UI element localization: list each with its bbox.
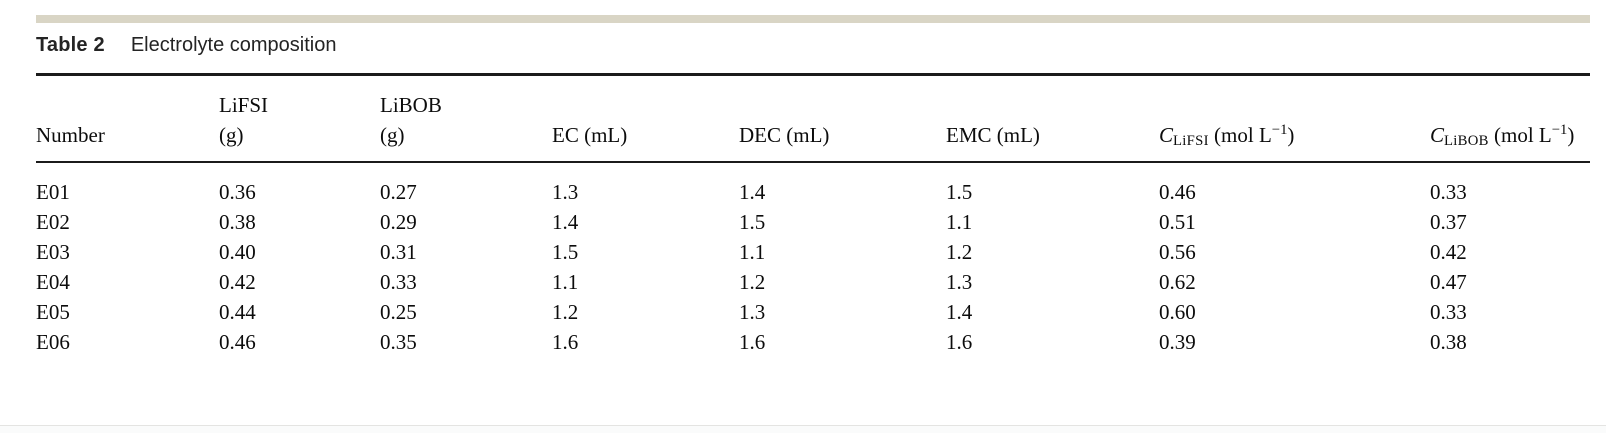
cell-ec: 1.5 — [552, 240, 579, 264]
column-header-top — [739, 90, 946, 120]
column-header-label: CLiFSI (mol L−1) — [1159, 120, 1430, 150]
cell-libob-g: 0.35 — [380, 330, 417, 354]
column-header-lifsi-g: LiFSI (g) — [219, 74, 380, 163]
table-body: E01 0.36 0.27 1.3 1.4 1.5 0.46 0.33 E02 … — [36, 162, 1590, 357]
cell-c-libob: 0.33 — [1430, 180, 1467, 204]
concentration-symbol: C — [1430, 123, 1445, 147]
column-header-label: CLiBOB (mol L−1) — [1430, 120, 1590, 150]
column-header-top — [946, 90, 1159, 120]
column-header-top — [1430, 90, 1590, 120]
cell-dec: 1.6 — [739, 330, 766, 354]
column-header-label: (g) — [380, 123, 405, 147]
cell-number: E01 — [36, 180, 70, 204]
cell-lifsi-g: 0.40 — [219, 240, 256, 264]
concentration-symbol: C — [1159, 123, 1174, 147]
cell-lifsi-g: 0.42 — [219, 270, 256, 294]
cell-number: E06 — [36, 330, 70, 354]
column-header-c-libob: CLiBOB (mol L−1) — [1430, 74, 1590, 163]
cell-number: E05 — [36, 300, 70, 324]
cell-dec: 1.4 — [739, 180, 766, 204]
cell-dec: 1.5 — [739, 210, 766, 234]
cell-c-lifsi: 0.51 — [1159, 210, 1196, 234]
cell-c-libob: 0.42 — [1430, 240, 1467, 264]
column-header-emc: EMC (mL) — [946, 74, 1159, 163]
cell-emc: 1.2 — [946, 240, 973, 264]
cell-lifsi-g: 0.44 — [219, 300, 256, 324]
unit-exponent: −1 — [1271, 121, 1288, 138]
unit-exponent: −1 — [1551, 121, 1568, 138]
cell-ec: 1.1 — [552, 270, 579, 294]
cell-libob-g: 0.31 — [380, 240, 417, 264]
table-caption: Table 2 Electrolyte composition — [36, 33, 337, 57]
table-row: E06 0.46 0.35 1.6 1.6 1.6 0.39 0.38 — [36, 327, 1590, 357]
column-header-label: EMC (mL) — [946, 123, 1040, 147]
page-edge-line — [0, 425, 1606, 426]
unit-open: (mol L — [1208, 123, 1272, 147]
cell-c-lifsi: 0.39 — [1159, 330, 1196, 354]
section-divider-bar — [36, 15, 1590, 23]
cell-dec: 1.1 — [739, 240, 766, 264]
cell-number: E03 — [36, 240, 70, 264]
column-header-libob-g: LiBOB (g) — [380, 74, 552, 163]
cell-c-lifsi: 0.60 — [1159, 300, 1196, 324]
table-row: E01 0.36 0.27 1.3 1.4 1.5 0.46 0.33 — [36, 162, 1590, 207]
cell-libob-g: 0.25 — [380, 300, 417, 324]
cell-c-lifsi: 0.46 — [1159, 180, 1196, 204]
column-header-label: (g) — [219, 123, 244, 147]
cell-lifsi-g: 0.46 — [219, 330, 256, 354]
concentration-subscript: LiFSI — [1173, 133, 1209, 150]
column-header-top — [1159, 90, 1430, 120]
column-header-label: Number — [36, 123, 105, 147]
unit-open: (mol L — [1488, 123, 1552, 147]
cell-lifsi-g: 0.36 — [219, 180, 256, 204]
table-row: E02 0.38 0.29 1.4 1.5 1.1 0.51 0.37 — [36, 207, 1590, 237]
cell-number: E04 — [36, 270, 70, 294]
table-caption-label: Table 2 — [36, 34, 105, 56]
cell-emc: 1.6 — [946, 330, 973, 354]
cell-c-lifsi: 0.62 — [1159, 270, 1196, 294]
cell-c-libob: 0.37 — [1430, 210, 1467, 234]
table-row: E03 0.40 0.31 1.5 1.1 1.2 0.56 0.42 — [36, 237, 1590, 267]
table-caption-title: Electrolyte composition — [130, 34, 337, 56]
column-header-c-lifsi: CLiFSI (mol L−1) — [1159, 74, 1430, 163]
cell-libob-g: 0.27 — [380, 180, 417, 204]
table-header-row: Number LiFSI (g) LiBOB (g) EC (mL) DEC (… — [36, 74, 1590, 163]
column-header-dec: DEC (mL) — [739, 74, 946, 163]
cell-dec: 1.2 — [739, 270, 766, 294]
column-header-label: DEC (mL) — [739, 123, 830, 147]
column-header-top — [36, 90, 219, 120]
column-header-top — [552, 90, 739, 120]
column-header-top: LiBOB — [380, 93, 442, 117]
cell-libob-g: 0.29 — [380, 210, 417, 234]
cell-ec: 1.4 — [552, 210, 579, 234]
cell-c-libob: 0.38 — [1430, 330, 1467, 354]
cell-emc: 1.5 — [946, 180, 973, 204]
cell-ec: 1.6 — [552, 330, 579, 354]
cell-emc: 1.3 — [946, 270, 973, 294]
table-row: E04 0.42 0.33 1.1 1.2 1.3 0.62 0.47 — [36, 267, 1590, 297]
cell-ec: 1.3 — [552, 180, 579, 204]
cell-number: E02 — [36, 210, 70, 234]
cell-emc: 1.4 — [946, 300, 973, 324]
table-row: E05 0.44 0.25 1.2 1.3 1.4 0.60 0.33 — [36, 297, 1590, 327]
concentration-subscript: LiBOB — [1444, 133, 1489, 150]
column-header-label: EC (mL) — [552, 123, 628, 147]
cell-ec: 1.2 — [552, 300, 579, 324]
cell-dec: 1.3 — [739, 300, 766, 324]
cell-c-lifsi: 0.56 — [1159, 240, 1196, 264]
unit-close: ) — [1287, 123, 1295, 147]
cell-c-libob: 0.33 — [1430, 300, 1467, 324]
cell-lifsi-g: 0.38 — [219, 210, 256, 234]
unit-close: ) — [1567, 123, 1575, 147]
electrolyte-composition-table: Number LiFSI (g) LiBOB (g) EC (mL) DEC (… — [36, 73, 1590, 357]
cell-emc: 1.1 — [946, 210, 973, 234]
table-header: Number LiFSI (g) LiBOB (g) EC (mL) DEC (… — [36, 74, 1590, 163]
cell-libob-g: 0.33 — [380, 270, 417, 294]
column-header-number: Number — [36, 74, 219, 163]
column-header-top: LiFSI — [219, 93, 269, 117]
page-edge-strip — [0, 426, 1606, 433]
cell-c-libob: 0.47 — [1430, 270, 1467, 294]
column-header-ec: EC (mL) — [552, 74, 739, 163]
